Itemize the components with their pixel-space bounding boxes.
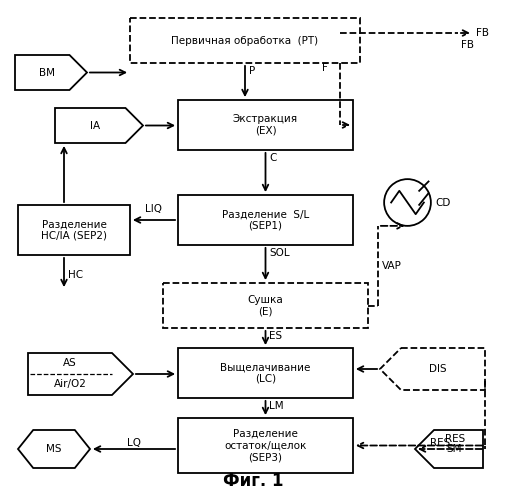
Text: P: P xyxy=(249,66,255,76)
Text: AS: AS xyxy=(63,358,77,368)
Text: Выщелачивание
(LC): Выщелачивание (LC) xyxy=(221,362,311,384)
Text: DIS: DIS xyxy=(429,364,447,374)
Text: FB: FB xyxy=(461,40,475,50)
Text: HC: HC xyxy=(68,270,83,280)
Bar xyxy=(18,205,130,255)
Text: CD: CD xyxy=(436,198,451,208)
Polygon shape xyxy=(18,430,90,468)
Text: RES: RES xyxy=(430,438,450,448)
Text: ES: ES xyxy=(270,331,282,341)
Bar xyxy=(178,100,353,150)
Polygon shape xyxy=(15,55,87,90)
Text: BM: BM xyxy=(39,67,55,77)
Text: Сушка
(E): Сушка (E) xyxy=(247,295,283,316)
Bar xyxy=(178,348,353,398)
Text: VAP: VAP xyxy=(382,260,402,270)
Text: LM: LM xyxy=(270,401,284,411)
Text: Air/O2: Air/O2 xyxy=(54,380,86,390)
Bar xyxy=(130,18,360,63)
Text: FB: FB xyxy=(476,28,489,38)
Text: RES: RES xyxy=(445,435,465,445)
Bar xyxy=(178,418,353,473)
Bar xyxy=(163,283,368,328)
Text: Первичная обработка  (PT): Первичная обработка (PT) xyxy=(171,35,318,45)
Text: F: F xyxy=(322,63,328,73)
Text: LIQ: LIQ xyxy=(146,204,163,214)
Text: Разделение  S/L
(SEP1): Разделение S/L (SEP1) xyxy=(222,209,309,231)
Polygon shape xyxy=(380,348,485,390)
Polygon shape xyxy=(28,353,133,395)
Bar xyxy=(178,195,353,245)
Text: IA: IA xyxy=(90,120,100,131)
Text: SOL: SOL xyxy=(270,248,290,258)
Polygon shape xyxy=(55,108,143,143)
Text: Фиг. 1: Фиг. 1 xyxy=(223,472,284,490)
Text: Разделение
HC/IA (SEP2): Разделение HC/IA (SEP2) xyxy=(41,219,107,241)
Text: MS: MS xyxy=(46,444,62,454)
Polygon shape xyxy=(415,430,483,468)
Text: C: C xyxy=(270,153,277,163)
Text: Экстракция
(EX): Экстракция (EX) xyxy=(233,114,298,136)
Text: SM: SM xyxy=(446,444,461,454)
Text: Разделение
остаток/щелок
(SEP3): Разделение остаток/щелок (SEP3) xyxy=(224,429,307,462)
Text: LQ: LQ xyxy=(127,438,141,448)
